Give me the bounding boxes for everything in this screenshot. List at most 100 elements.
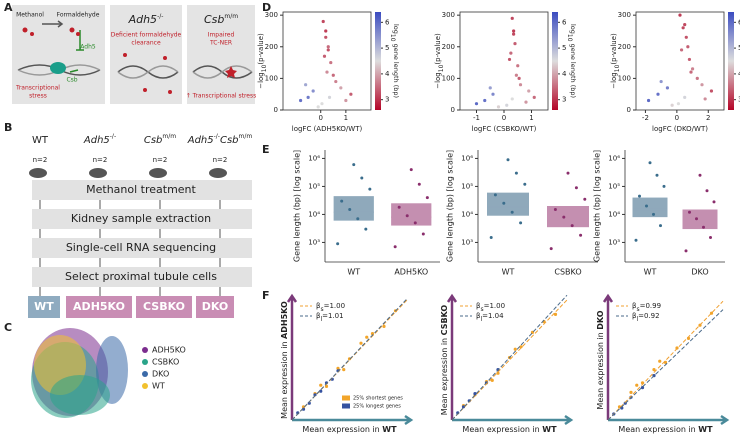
y-axis-label-part: 10 — [614, 64, 621, 72]
step-box — [32, 267, 252, 287]
point — [549, 247, 553, 251]
point — [340, 199, 344, 203]
legend-marker — [142, 371, 148, 377]
panel-letter: E — [262, 143, 270, 156]
y-axis-label-part: Mean expression in — [596, 330, 605, 410]
colorbar-label-part: 10 — [566, 34, 573, 42]
point — [352, 163, 356, 167]
step-box — [32, 180, 252, 200]
point — [322, 54, 327, 58]
x-tick-label: WT — [502, 268, 515, 277]
colorbar-tick-label: 3 — [562, 96, 566, 104]
fit-line — [291, 298, 408, 421]
point — [496, 371, 500, 375]
mouse-icon — [89, 168, 107, 178]
y-axis-arrow — [446, 293, 458, 420]
point — [356, 217, 360, 221]
point — [514, 73, 518, 77]
point — [517, 76, 521, 80]
panel-letter: D — [262, 1, 271, 14]
y-axis-label-part: CSBKO — [440, 305, 449, 336]
point — [638, 194, 641, 198]
genotype-part: Csb — [220, 135, 239, 146]
point — [425, 196, 429, 200]
point — [679, 48, 684, 52]
fit-legend-part: β — [476, 312, 480, 320]
point — [360, 176, 364, 180]
y-axis-label: Mean expression in DKO — [596, 310, 605, 409]
y-tick-label: 100 — [618, 74, 631, 82]
y-axis-label-part: −log — [610, 72, 618, 89]
plot-frame — [459, 11, 549, 111]
y-axis-label: −log10(p-value) — [434, 33, 445, 89]
point — [683, 95, 687, 99]
point — [690, 67, 695, 71]
fit-legend: βs=1.00 — [316, 302, 345, 313]
box-title-part: -/- — [157, 13, 163, 20]
n-label: n=2 — [153, 156, 168, 164]
point — [652, 212, 655, 216]
point — [689, 70, 693, 74]
point — [348, 207, 352, 211]
x-tick-label: 1 — [529, 114, 533, 122]
colorbar — [728, 12, 734, 110]
point — [349, 92, 353, 96]
y-tick-label: 10³ — [308, 238, 320, 246]
y-tick-label: 10⁴ — [608, 210, 620, 218]
point — [516, 64, 520, 68]
fit-legend-part: β — [316, 312, 320, 320]
colorbar — [375, 12, 381, 110]
colorbar-tick-label: 6 — [562, 18, 567, 26]
fit-legend-part: β — [316, 302, 320, 310]
box — [391, 203, 432, 226]
genotype: Adh5-/-Csbm/m — [187, 133, 253, 146]
point — [698, 173, 702, 177]
y-tick-label: 10⁴ — [308, 210, 320, 218]
point — [342, 368, 346, 372]
point — [319, 383, 323, 387]
step-label: Kidney sample extraction — [71, 212, 211, 225]
point — [629, 390, 633, 394]
point — [421, 232, 425, 236]
point — [405, 214, 409, 218]
point — [365, 335, 369, 339]
point — [413, 221, 417, 225]
box-title-part: Adh5 — [128, 13, 157, 26]
box-text: Impaired — [208, 32, 235, 39]
point — [678, 13, 682, 17]
point — [299, 98, 303, 103]
point — [331, 73, 335, 77]
x-axis-arrow — [608, 414, 730, 426]
point — [339, 86, 343, 90]
genotype-part: -/- — [110, 133, 116, 140]
fit-line — [607, 309, 724, 421]
y-tick-label: 10³ — [461, 238, 473, 246]
point — [496, 105, 501, 109]
point — [326, 45, 330, 49]
point — [655, 173, 659, 177]
point — [513, 42, 517, 46]
genotype-part: Adh5 — [83, 135, 110, 146]
mouse-icon — [149, 168, 167, 178]
colorbar-label-part: 10 — [389, 34, 396, 42]
point — [491, 92, 495, 96]
genotype-part: Csb — [144, 135, 163, 146]
point — [712, 200, 716, 204]
y-axis-label: Mean expression in CSBKO — [440, 305, 449, 416]
y-tick-label: 10⁶ — [608, 154, 620, 162]
point — [409, 168, 413, 172]
x-axis-label-part: Mean expression in — [618, 425, 698, 434]
x-tick-label: DKO — [691, 268, 708, 277]
point — [324, 384, 329, 388]
y-tick-label: 0 — [274, 106, 278, 114]
y-tick-label: 200 — [618, 43, 631, 51]
point — [368, 187, 372, 191]
y-tick-label: 200 — [442, 43, 455, 51]
legend-marker — [142, 347, 148, 353]
panel-a-box — [110, 5, 182, 104]
point — [688, 210, 691, 214]
fit-line — [451, 294, 568, 421]
point — [324, 35, 328, 39]
point — [336, 366, 340, 370]
